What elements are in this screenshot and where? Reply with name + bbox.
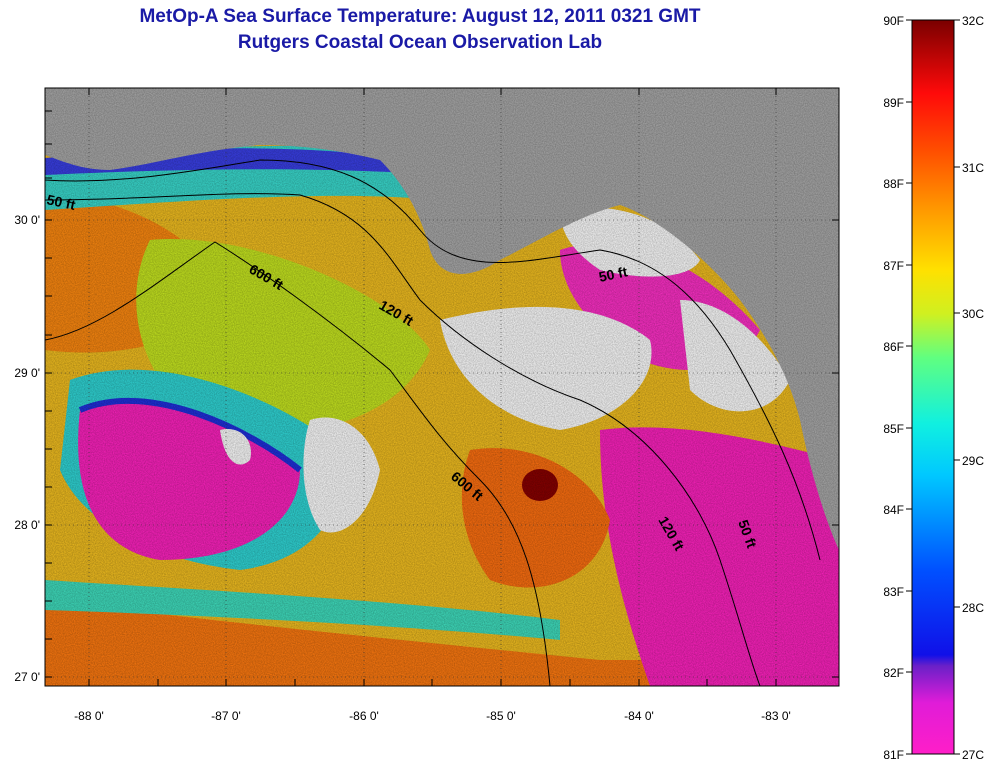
x-tick-label: -86 0' — [349, 709, 379, 723]
colorbar-f-label: 83F — [883, 585, 904, 599]
colorbar-f-label: 88F — [883, 177, 904, 191]
x-tick-label: -88 0' — [74, 709, 104, 723]
contour-label-50-west: 50 ft — [45, 191, 77, 213]
colorbar-f-label: 90F — [883, 14, 904, 28]
y-tick-label: 30 0' — [14, 213, 40, 227]
contour-label-50-bigbend: 50 ft — [597, 263, 629, 285]
colorbar-f-label: 84F — [883, 503, 904, 517]
y-tick-label: 27 0' — [14, 670, 40, 684]
colorbar-c-label: 27C — [962, 748, 984, 762]
colorbar-f-label: 85F — [883, 422, 904, 436]
colorbar-c-label: 30C — [962, 307, 984, 321]
y-tick-label: 29 0' — [14, 366, 40, 380]
colorbar-c-label: 28C — [962, 601, 984, 615]
grid — [45, 88, 839, 686]
x-tick-label: -84 0' — [624, 709, 654, 723]
colorbar-c-label: 32C — [962, 14, 984, 28]
colorbar-f-label: 81F — [883, 748, 904, 762]
x-tick-label: -85 0' — [486, 709, 516, 723]
bathymetry-contours — [45, 159, 821, 686]
x-tick-label: -83 0' — [761, 709, 791, 723]
colorbar-c-label: 29C — [962, 454, 984, 468]
map-title: MetOp-A Sea Surface Temperature: August … — [139, 6, 701, 27]
colorbar-c-label: 31C — [962, 161, 984, 175]
x-tick-label: -87 0' — [211, 709, 241, 723]
colorbar-f-label: 89F — [883, 96, 904, 110]
plot-frame — [44, 87, 840, 687]
map-subtitle: Rutgers Coastal Ocean Observation Lab — [237, 32, 603, 53]
colorbar-f-label: 82F — [883, 666, 904, 680]
y-tick-label: 28 0' — [14, 518, 40, 532]
colorbar — [911, 19, 955, 755]
colorbar-f-label: 87F — [883, 259, 904, 273]
colorbar-f-label: 86F — [883, 340, 904, 354]
